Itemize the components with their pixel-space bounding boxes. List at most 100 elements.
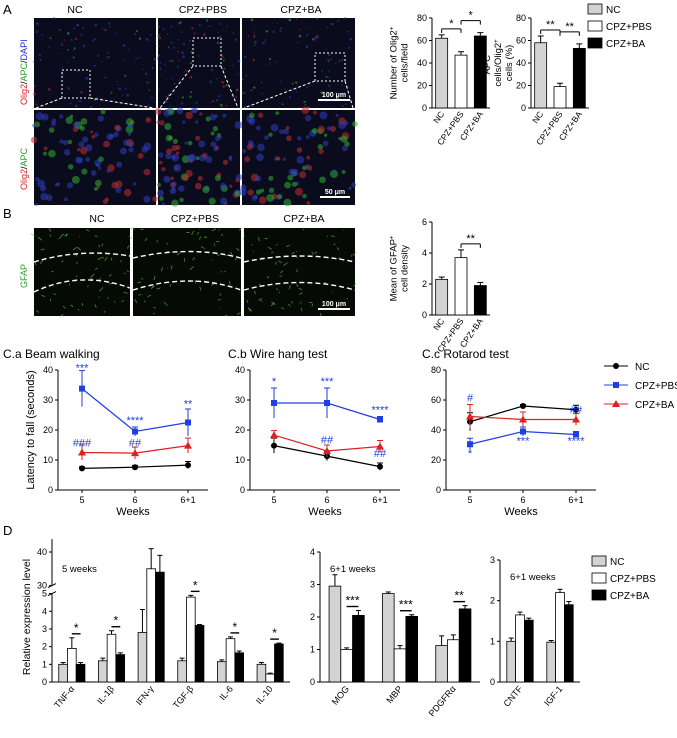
chart-d1: 0 1 2 3 4 530 40 5 weeks Relative expression lev…: [21, 539, 290, 710]
legend-marker-ba: [612, 400, 620, 407]
gfap-fiber: [30, 233, 35, 237]
cell-dot: [135, 30, 138, 33]
point-CPZ+BA: [270, 431, 278, 439]
panel-label-b: B: [3, 206, 12, 221]
cell-dot: [156, 120, 161, 125]
cell-dot: [106, 56, 109, 59]
cell-dot: [124, 74, 127, 77]
cell-dot: [94, 132, 99, 138]
cell-dot: [340, 104, 343, 106]
cell-dot: [98, 156, 104, 163]
panel-b-micrographs: NC CPZ+PBS CPZ+BA 100 μm GFAP: [19, 213, 357, 317]
y-tick-label: 10: [43, 455, 53, 465]
y-axis-label: Mean of GFAP+: [389, 235, 400, 301]
sig-label: **: [546, 19, 555, 31]
cell-dot: [181, 31, 183, 33]
gfap-fiber: [247, 307, 252, 311]
x-tick-label: CNTF: [501, 683, 524, 708]
cell-dot: [34, 202, 38, 207]
cell-dot: [171, 77, 174, 80]
cell-dot: [235, 178, 240, 183]
bar-CPZ+PBS: [553, 86, 567, 109]
corpus-callosum-outline: [243, 281, 356, 291]
point-CPZ+BA: [466, 412, 474, 420]
y-tick-label: 1: [310, 645, 315, 655]
gfap-fiber: [126, 270, 129, 273]
point-CPZ+BA: [519, 415, 527, 423]
cell-dot: [221, 55, 224, 58]
inset-box-ba: [314, 52, 346, 82]
cell-dot: [90, 170, 97, 176]
gfap-fiber: [166, 242, 169, 245]
cell-dot: [336, 96, 340, 100]
chart-beam: C.a Beam walking 0 10 20 30 40 5 6 6+1 Weeks Laten…: [3, 347, 208, 518]
cell-dot: [75, 156, 82, 164]
cell-dot: [262, 41, 265, 45]
cell-dot: [346, 76, 348, 78]
cell-dot: [295, 18, 298, 20]
bar-NC: [534, 42, 548, 109]
cell-dot: [157, 35, 160, 38]
cell-dot: [318, 148, 324, 155]
cell-dot: [159, 61, 162, 64]
chart-title: C.c Rotarod test: [422, 347, 509, 361]
chart-subtitle: 6+1 weeks: [510, 572, 556, 583]
annotation: ###: [73, 438, 92, 450]
cell-dot: [202, 186, 210, 194]
cell-dot: [199, 154, 207, 162]
cell-dot: [248, 118, 256, 126]
cell-dot: [43, 146, 48, 151]
cell-dot: [116, 81, 118, 83]
cell-dot: [268, 57, 272, 61]
annotation: **: [184, 399, 193, 411]
y-tick-label: 0: [422, 310, 427, 320]
cell-dot: [97, 115, 105, 122]
gfap-fiber: [224, 314, 228, 317]
cell-dot: [306, 201, 311, 206]
annotation: #: [467, 393, 474, 405]
scale-text-50: 50 μm: [325, 189, 345, 196]
legend-swatch-pbs: [587, 20, 603, 32]
point-CPZ+PBS: [79, 385, 85, 392]
cell-dot: [175, 151, 180, 155]
gfap-fiber: [266, 276, 270, 279]
cell-dot: [282, 128, 289, 135]
cell-dot: [93, 64, 96, 67]
cell-dot: [268, 187, 275, 194]
point-CPZ+PBS: [467, 441, 473, 448]
cell-dot: [221, 106, 224, 108]
legend-marker-nc: [613, 363, 619, 369]
gfap-fiber: [153, 276, 156, 281]
gfap-fiber: [113, 301, 116, 303]
cell-dot: [291, 181, 297, 187]
cell-dot: [151, 96, 153, 99]
cell-dot: [67, 87, 70, 90]
cell-dot: [196, 156, 200, 161]
cell-dot: [156, 57, 160, 60]
gfap-fiber: [288, 285, 291, 290]
sig-label: *: [469, 10, 474, 22]
chart-title: C.a Beam walking: [3, 347, 100, 361]
y-axis-label-text: Number of Olig2: [389, 30, 400, 99]
cell-dot: [147, 104, 150, 106]
cell-dot: [246, 143, 253, 150]
annotation: *: [272, 376, 277, 388]
annotation: ***: [321, 376, 335, 388]
gfap-fiber: [98, 296, 100, 298]
gfap-fiber: [251, 243, 253, 246]
y-axis-label: cells (%): [504, 45, 515, 81]
cell-dot: [335, 114, 339, 118]
cell-dot: [114, 124, 121, 131]
cell-dot: [348, 186, 352, 190]
y-tick-label: 20: [43, 425, 53, 435]
gfap-fiber: [234, 257, 237, 261]
cell-dot: [85, 157, 91, 162]
cell-dot: [210, 101, 212, 104]
cell-dot: [73, 47, 76, 50]
cell-dot: [299, 29, 301, 31]
cell-dot: [193, 32, 196, 35]
gfap-fiber: [291, 300, 293, 304]
cell-dot: [91, 135, 96, 139]
x-tick-label: PDGFRα: [427, 684, 458, 719]
